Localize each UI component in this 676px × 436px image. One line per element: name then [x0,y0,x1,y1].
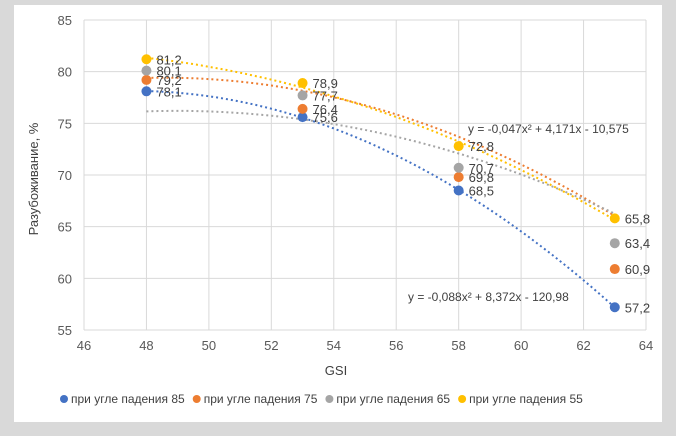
y-axis-title: Разубоживание, % [26,122,41,235]
trendline-series-3 [146,109,616,215]
data-point [297,112,308,123]
legend-label: при угле падения 65 [336,392,450,406]
data-label: 69,8 [469,170,494,185]
data-point [609,238,620,249]
data-label: 60,9 [625,262,650,277]
x-tick-label: 46 [77,338,91,353]
chart-area: 78,1 75,6 68,5 57,2 79,2 76,4 69,8 60,9 80,1 77,7… [14,5,662,422]
data-point [609,213,620,224]
trend-equation-85: y = -0,088x² + 8,372x - 120,98 [408,290,569,304]
data-point [141,86,152,97]
data-label: 78,9 [313,76,338,91]
y-tick-label: 85 [58,13,72,28]
data-point [141,54,152,65]
legend-marker [60,395,68,403]
data-label: 79,2 [156,73,181,88]
legend-marker [325,395,334,403]
x-tick-label: 56 [389,338,403,353]
data-point [141,65,152,76]
data-label: 78,1 [156,84,181,99]
y-tick-label: 55 [58,323,72,338]
trend-equation-55: y = -0,047x² + 4,171x - 10,575 [468,122,629,136]
y-tick-label: 60 [58,271,72,286]
x-tick-label: 62 [576,338,590,353]
legend-marker [192,395,201,403]
y-tick-label: 80 [58,65,72,80]
data-point [453,162,464,173]
data-point [141,74,152,85]
legend: при угле падения 85 при угле падения 75 пр… [60,392,583,406]
data-point [297,90,308,101]
data-label: 63,4 [625,236,650,251]
x-tick-label: 50 [202,338,216,353]
x-tick-label: 52 [264,338,278,353]
x-tick-label: 60 [514,338,528,353]
legend-label: при угле падения 85 [71,392,185,406]
x-tick-label: 58 [451,338,465,353]
x-tick-label: 48 [139,338,153,353]
data-point [453,172,464,183]
trendline-series-1 [146,90,616,309]
data-point [609,302,620,313]
gridlines [83,19,647,331]
data-point [297,78,308,89]
data-point [453,141,464,152]
data-label: 70,7 [469,161,494,176]
data-labels: 78,1 75,6 68,5 57,2 79,2 76,4 69,8 60,9 80,1 77,7… [156,52,650,315]
trendline-series-2 [146,76,616,217]
data-label: 72,8 [469,139,494,154]
legend-marker [458,395,467,403]
x-axis-ticks: 46 48 50 52 54 56 58 60 62 64 [77,338,653,353]
data-label: 57,2 [625,300,650,315]
trendlines [146,56,616,309]
chart-svg: 78,1 75,6 68,5 57,2 79,2 76,4 69,8 60,9 80,1 77,7… [26,13,653,406]
legend-label: при угле падения 75 [204,392,318,406]
data-point [297,103,308,114]
data-label: 65,8 [625,211,650,226]
y-axis-ticks: 55 60 65 70 75 80 85 [58,13,72,338]
x-tick-label: 64 [639,338,653,353]
trendline-series-4 [146,56,616,221]
data-point [453,185,464,196]
data-label: 77,7 [313,88,338,103]
y-tick-label: 65 [58,220,72,235]
data-points [141,54,620,313]
data-label: 76,4 [313,102,338,117]
y-tick-label: 70 [58,168,72,183]
data-label: 68,5 [469,184,494,199]
data-label: 80,1 [156,64,181,79]
legend-label: при угле падения 55 [469,392,583,406]
data-label: 81,2 [156,52,181,67]
x-tick-label: 54 [327,338,341,353]
y-tick-label: 75 [58,116,72,131]
data-point [609,264,620,275]
data-label: 75,6 [313,110,338,125]
x-axis-title: GSI [325,363,347,378]
